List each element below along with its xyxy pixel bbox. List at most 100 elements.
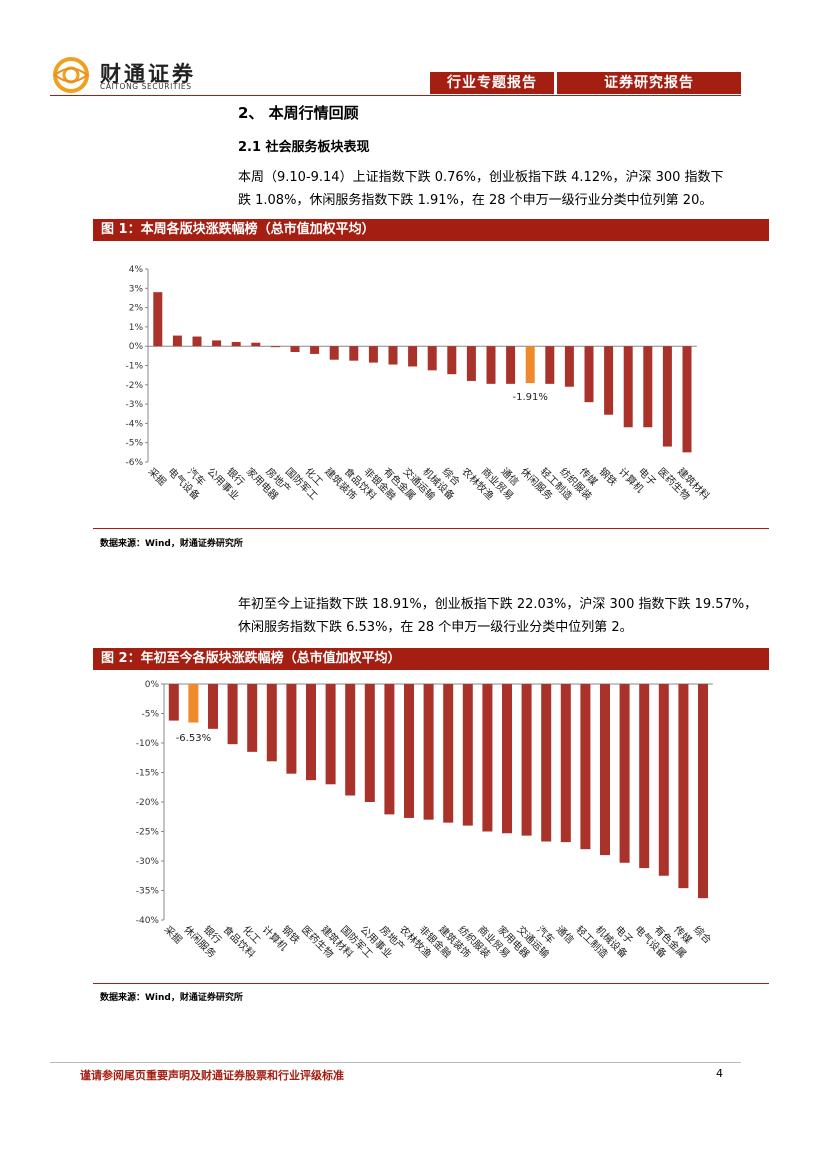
bar-综合 <box>698 684 708 899</box>
bar-计算机 <box>623 346 633 428</box>
bar-钢铁 <box>604 346 614 415</box>
y-tick-label: -35% <box>136 887 160 897</box>
bar-国防军工 <box>345 684 356 796</box>
y-tick-label: 0% <box>129 342 144 352</box>
y-tick-label: -40% <box>136 916 160 926</box>
bar-食品饮料 <box>349 346 359 361</box>
bar-农林牧渔 <box>466 346 476 381</box>
bar-电气设备 <box>639 684 650 869</box>
bar-银行 <box>208 684 218 729</box>
x-tick-label: 通信 <box>554 924 577 947</box>
bar-汽车 <box>192 336 202 347</box>
brand-name-en: CAITONG SECURITIES <box>100 82 192 91</box>
y-tick-label: -10% <box>136 739 160 749</box>
y-tick-label: -5% <box>141 710 159 720</box>
bar-家用电器 <box>502 684 512 834</box>
header-divider <box>50 95 741 96</box>
figure1-source: 数据来源：Wind，财通证券研究所 <box>100 539 243 549</box>
y-tick-label: 0% <box>145 680 160 690</box>
bar-商业贸易 <box>486 346 496 384</box>
bar-通信 <box>506 346 516 384</box>
bar-休闲服务 <box>525 346 535 384</box>
bar-国防军工 <box>290 346 300 352</box>
bar-农林牧渔 <box>404 684 414 818</box>
bar-化工 <box>247 684 258 752</box>
industry-report-tag: 行业专题报告 <box>430 72 554 94</box>
y-tick-label: -6% <box>125 458 143 468</box>
bar-电子 <box>619 684 630 863</box>
brand-name-cn: 财通证券 <box>100 61 196 86</box>
bar-电子 <box>643 346 653 428</box>
footer-divider <box>50 1062 741 1063</box>
y-tick-label: -3% <box>125 400 143 410</box>
y-tick-label: -30% <box>136 857 160 867</box>
bar-交通运输 <box>408 346 418 367</box>
bar-传媒 <box>584 346 594 403</box>
y-tick-label: 4% <box>129 265 144 275</box>
paragraph-line: 年初至今上证指数下跌 18.91%，创业板指下跌 22.03%，沪深 300 指… <box>238 597 758 612</box>
paragraph-line: 本周（9.10-9.14）上证指数下跌 0.76%，创业板指下跌 4.12%，沪… <box>238 170 724 185</box>
bar-采掘 <box>168 684 179 721</box>
highlight-data-label: -1.91% <box>513 392 548 403</box>
section-heading: 2、 本周行情回顾 <box>238 104 359 122</box>
bar-轻工制造 <box>580 684 591 850</box>
paragraph-line: 休闲服务指数下跌 6.53%，在 28 个申万一级行业分类中位列第 2。 <box>238 620 633 635</box>
bar-建筑材料 <box>325 684 336 785</box>
bar-采掘 <box>153 292 163 347</box>
bar-有色金属 <box>388 346 398 365</box>
bar-家用电器 <box>251 342 261 347</box>
y-tick-label: 2% <box>129 304 144 314</box>
footer-disclaimer: 谨请参阅尾页重要声明及财通证券股票和行业评级标准 <box>80 1069 344 1082</box>
bar-公用事业 <box>212 340 222 347</box>
bar-化工 <box>310 346 320 354</box>
bar-公用事业 <box>364 684 375 802</box>
bar-汽车 <box>541 684 552 842</box>
bar-房地产 <box>384 684 395 815</box>
paragraph-line: 跌 1.08%，休闲服务指数下跌 1.91%，在 28 个申万一级行业分类中位列… <box>238 193 713 208</box>
figure2-source: 数据来源：Wind，财通证券研究所 <box>100 993 243 1003</box>
ytd-summary-paragraph: 年初至今上证指数下跌 18.91%，创业板指下跌 22.03%，沪深 300 指… <box>238 593 773 639</box>
y-tick-label: -20% <box>136 798 160 808</box>
x-tick-label: 综合 <box>691 923 714 946</box>
bar-房地产 <box>270 346 280 348</box>
bar-计算机 <box>266 684 277 762</box>
caitong-logo-icon <box>53 57 89 93</box>
bar-机械设备 <box>600 684 610 856</box>
bar-休闲服务 <box>188 684 199 723</box>
bar-建筑材料 <box>682 346 692 453</box>
y-tick-label: -5% <box>125 439 143 449</box>
y-tick-label: -4% <box>125 419 143 429</box>
bar-建筑装饰 <box>329 346 339 360</box>
figure1-title: 图 1：本周各版块涨跌幅榜（总市值加权平均） <box>93 219 769 241</box>
x-tick-label: 采掘 <box>162 923 185 946</box>
bar-纺织服装 <box>564 346 574 387</box>
bar-银行 <box>231 341 241 347</box>
bar-商业贸易 <box>482 684 493 832</box>
y-tick-label: -2% <box>125 381 143 391</box>
page-number: 4 <box>716 1067 723 1080</box>
bar-机械设备 <box>427 346 437 371</box>
bar-轻工制造 <box>545 346 555 384</box>
y-tick-label: 1% <box>129 323 144 333</box>
bar-交通运输 <box>521 684 532 836</box>
bar-建筑装饰 <box>443 684 454 823</box>
bar-医药生物 <box>662 346 672 447</box>
research-report-tag: 证券研究报告 <box>557 72 741 94</box>
section-subheading: 2.1 社会服务板块表现 <box>238 140 370 155</box>
y-tick-label: -25% <box>136 828 160 838</box>
bar-有色金属 <box>658 684 669 876</box>
bar-纺织服装 <box>462 684 473 826</box>
bar-通信 <box>560 684 571 843</box>
highlight-data-label: -6.53% <box>176 733 211 744</box>
weekly-summary-paragraph: 本周（9.10-9.14）上证指数下跌 0.76%，创业板指下跌 4.12%，沪… <box>238 166 773 212</box>
bar-非银金融 <box>423 684 434 820</box>
figure1-bottom-rule <box>93 528 769 529</box>
y-tick-label: -1% <box>125 362 143 372</box>
bar-综合 <box>447 346 457 375</box>
bar-钢铁 <box>286 684 297 774</box>
bar-电气设备 <box>172 335 182 347</box>
bar-非银金融 <box>368 346 378 363</box>
bar-食品饮料 <box>227 684 238 745</box>
